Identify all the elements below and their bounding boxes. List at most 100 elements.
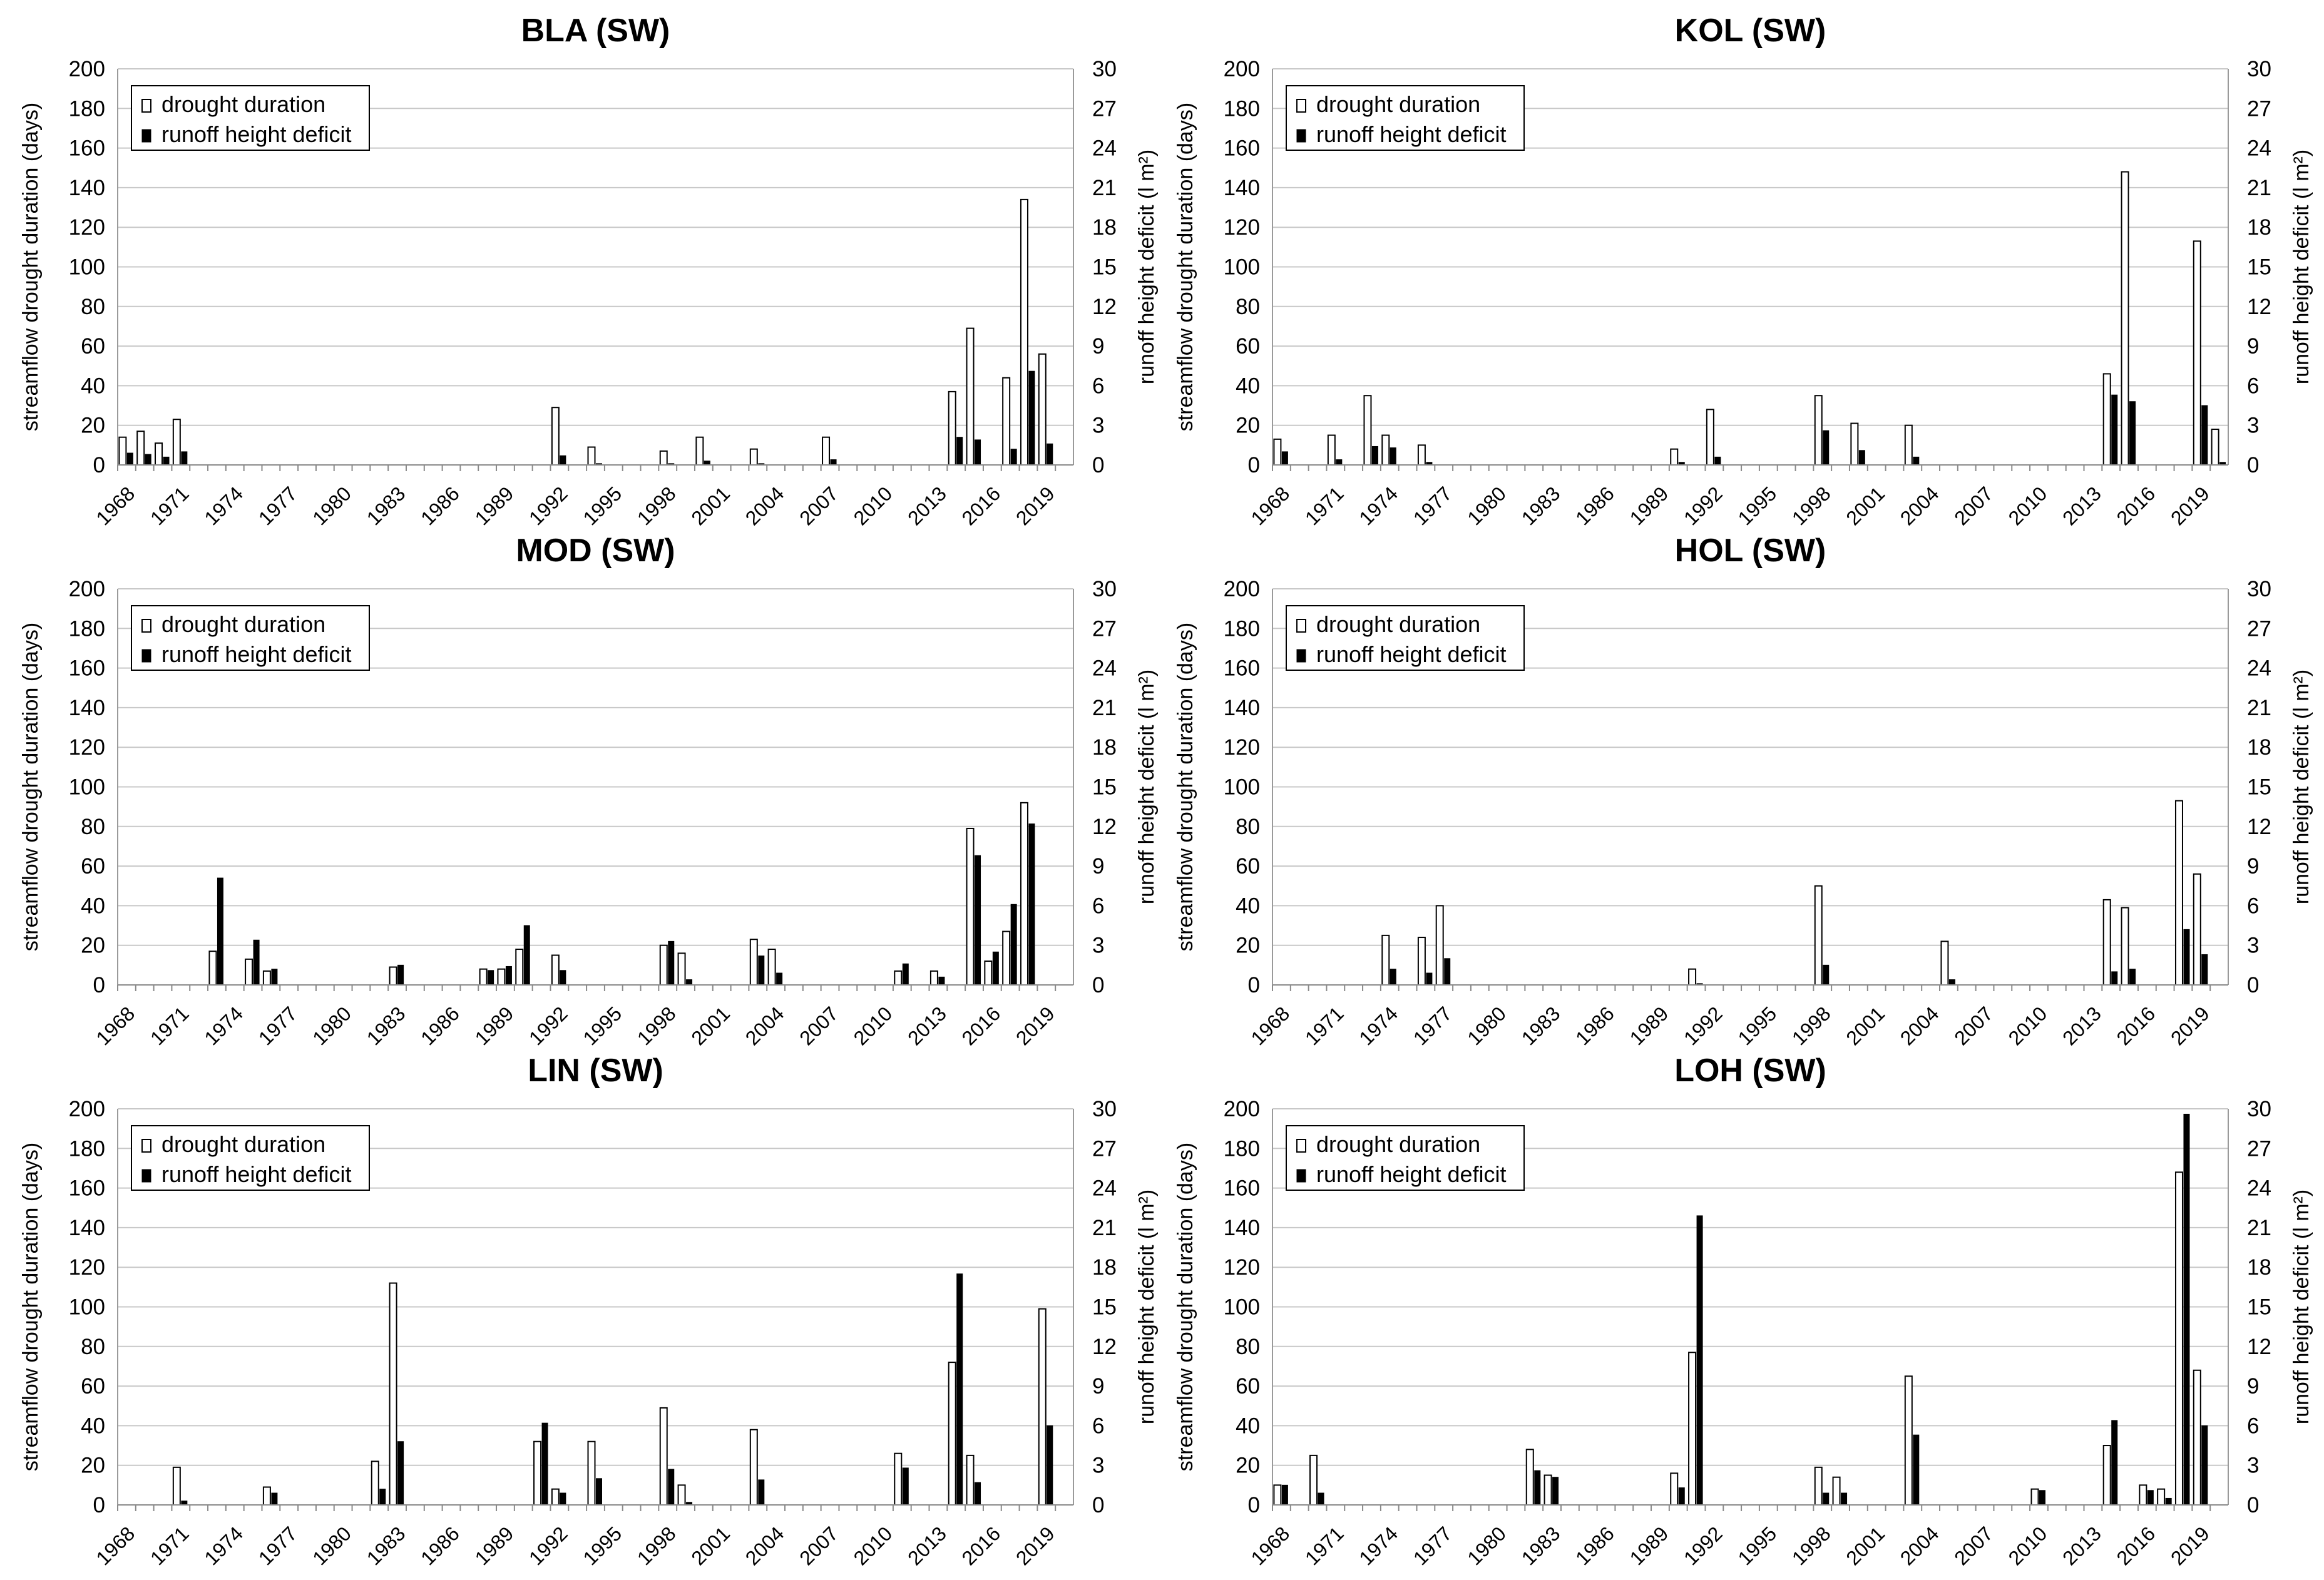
legend-label-drought: drought duration [161,611,325,637]
bar-drought-duration [371,1460,379,1506]
y2-tick-label: 30 [2247,1097,2271,1121]
bar-runoff-deficit [1318,1492,1324,1506]
bar-runoff-deficit [596,1478,602,1506]
bar-drought-duration [659,944,668,986]
bar-runoff-deficit [271,1492,278,1506]
bar-runoff-deficit [1028,823,1035,986]
y2-tick-label: 30 [1092,1097,1117,1121]
x-tick-label: 1986 [416,1522,464,1569]
bar-drought-duration [749,1429,758,1506]
y-axis-label: streamflow drought duration (days) [19,623,43,951]
y2-tick-label: 27 [2247,616,2271,641]
x-tick-label: 2013 [903,482,951,529]
bar-runoff-deficit [253,939,260,986]
y-tick-label: 0 [93,1493,105,1517]
y2-tick-label: 24 [2247,656,2271,681]
y2-tick-label: 9 [2247,334,2259,359]
x-tick-label: 1968 [1247,482,1294,529]
bar-drought-duration [2102,899,2111,986]
x-tick-label: 2004 [1896,482,1943,529]
legend-swatch-runoff [141,129,151,143]
y2-tick-label: 9 [1092,854,1104,879]
x-tick-label: 1974 [200,1522,247,1569]
y-tick-label: 80 [81,815,105,839]
y-tick-label: 80 [81,295,105,319]
y-tick-label: 100 [1224,775,1260,800]
x-tick-label: 1983 [362,482,410,529]
y-tick-label: 40 [81,894,105,918]
x-tick-label: 1977 [254,482,302,529]
y-tick-label: 20 [1236,414,1260,438]
x-tick-label: 2007 [1950,1002,1997,1049]
x-tick-label: 1989 [471,482,518,529]
chart-panel: KOL (SW) 0 20 40 60 80 100 120 140 160 180 200 0 3 6 9 1… [1174,13,2313,529]
y-tick-label: 40 [1236,374,1260,398]
y2-tick-label: 6 [2247,374,2259,398]
bar-drought-duration [551,954,560,986]
x-tick-label: 1971 [146,1002,193,1049]
x-tick-label: 1968 [92,1522,140,1569]
legend-swatch-drought [141,1139,151,1153]
x-tick-label: 2001 [1841,1002,1889,1049]
x-tick-label: 1995 [578,1002,626,1049]
x-tick-label: 2010 [2004,1522,2052,1569]
bar-drought-duration [1020,198,1028,466]
bar-drought-duration [2193,873,2201,986]
x-tick-label: 1980 [1463,482,1510,529]
x-tick-label: 1971 [1301,482,1348,529]
bar-runoff-deficit [1281,1484,1288,1506]
bar-runoff-deficit [830,459,837,466]
y2-axis-label: runoff height deficit (l m²) [1135,1190,1159,1424]
bar-drought-duration [966,1454,975,1506]
chart-title: LIN (SW) [528,1052,663,1089]
bar-runoff-deficit [1010,904,1017,986]
y2-tick-label: 9 [1092,334,1104,359]
bar-runoff-deficit [2183,929,2190,986]
bar-drought-duration [822,436,831,466]
x-tick-label: 2010 [2004,482,2052,529]
bar-runoff-deficit [397,964,404,986]
bar-runoff-deficit [1047,443,1053,466]
y-tick-label: 140 [69,696,105,720]
y2-tick-label: 6 [2247,894,2259,918]
chart-panel: BLA (SW) 0 20 40 60 80 100 120 140 160 180 200 0 3 6 9 1… [19,13,1159,529]
x-tick-label: 1980 [308,1522,356,1569]
y2-tick-label: 12 [1092,295,1117,319]
legend: drought duration runoff height deficit [1286,85,1525,151]
x-tick-label: 2004 [741,1002,789,1049]
bar-runoff-deficit [397,1441,404,1506]
x-tick-label: 2007 [795,1522,842,1569]
y2-tick-label: 3 [1092,934,1104,958]
legend-swatch-runoff [1296,649,1306,663]
x-tick-label: 1974 [1354,1522,1402,1569]
bar-drought-duration [1327,434,1336,466]
y2-tick-label: 9 [2247,854,2259,879]
y2-tick-label: 0 [1092,973,1104,997]
bar-runoff-deficit [668,1469,675,1506]
y2-tick-label: 15 [1092,1295,1117,1320]
y2-tick-label: 27 [2247,1136,2271,1161]
bar-runoff-deficit [1678,1487,1685,1506]
bar-drought-duration [1038,1308,1047,1506]
x-tick-label: 1992 [525,1522,572,1569]
legend-swatch-runoff [1296,129,1306,143]
chart-panel: HOL (SW) 0 20 40 60 80 100 120 140 160 180 200 0 3 6 9 1… [1174,533,2313,1049]
x-tick-label: 2016 [2112,482,2160,529]
bar-drought-duration [1417,937,1426,986]
y2-tick-label: 15 [1092,255,1117,280]
y2-tick-label: 21 [1092,696,1117,720]
y-tick-label: 80 [1236,1335,1260,1359]
x-tick-label: 1992 [525,482,572,529]
x-tick-label: 1992 [1679,1002,1727,1049]
y-tick-label: 100 [69,1295,105,1320]
bar-drought-duration [1273,438,1282,466]
y2-tick-label: 0 [2247,1493,2259,1517]
bar-drought-duration [1688,968,1697,986]
bar-runoff-deficit [1823,1492,1830,1506]
bar-drought-duration [948,390,956,466]
legend-label-drought: drought duration [1316,1131,1480,1157]
bar-runoff-deficit [1281,451,1288,466]
bar-drought-duration [479,968,488,986]
chart-panel: LIN (SW) 0 20 40 60 80 100 120 140 160 180 200 0 3 6 9 1… [19,1052,1159,1569]
bar-drought-duration [1814,885,1823,986]
